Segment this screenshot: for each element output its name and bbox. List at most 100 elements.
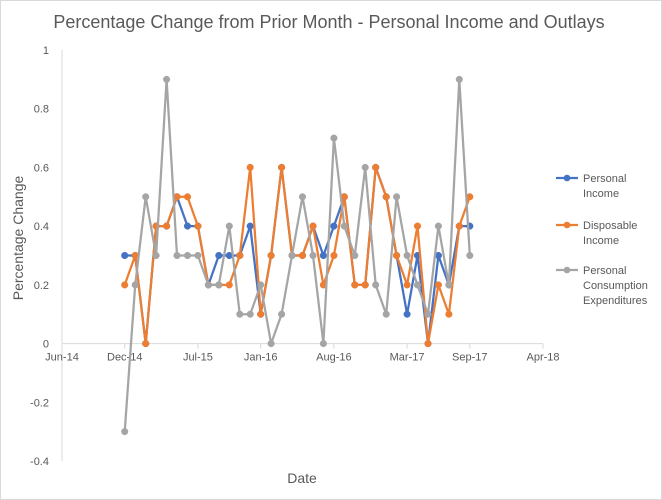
data-point bbox=[236, 310, 244, 318]
series-line bbox=[123, 166, 471, 345]
data-point bbox=[309, 251, 317, 260]
data-point bbox=[246, 310, 254, 318]
data-point bbox=[142, 193, 150, 201]
data-point bbox=[298, 193, 307, 201]
x-tick-label: Jun-14 bbox=[45, 352, 79, 364]
data-point bbox=[163, 222, 171, 230]
legend-swatch-marker bbox=[563, 266, 571, 274]
data-point bbox=[257, 281, 265, 289]
data-point bbox=[215, 281, 223, 289]
data-point bbox=[372, 163, 380, 171]
data-point bbox=[330, 222, 338, 230]
data-point bbox=[413, 222, 422, 230]
data-point bbox=[393, 193, 401, 201]
data-point bbox=[257, 310, 265, 318]
legend-label: Personal bbox=[583, 265, 626, 277]
data-point bbox=[183, 222, 192, 230]
data-point bbox=[319, 340, 327, 348]
x-tick-label: Jul-15 bbox=[183, 352, 213, 364]
data-point bbox=[183, 193, 192, 201]
y-axis-label: Percentage Change bbox=[10, 176, 26, 301]
data-point bbox=[382, 193, 390, 201]
data-point bbox=[434, 222, 442, 230]
data-point bbox=[382, 310, 390, 318]
chart-title: Percentage Change from Prior Month - Per… bbox=[53, 12, 604, 32]
legend-label: Personal bbox=[583, 173, 626, 185]
x-tick-label: Sep-17 bbox=[452, 352, 487, 364]
data-point bbox=[246, 222, 254, 230]
data-point bbox=[142, 340, 150, 348]
legend-item: Personal Consumption Expenditures bbox=[556, 265, 648, 307]
data-point bbox=[393, 251, 401, 260]
data-point bbox=[236, 251, 244, 260]
data-point bbox=[298, 251, 307, 260]
data-point bbox=[204, 281, 212, 289]
data-point bbox=[455, 222, 463, 230]
series-layer bbox=[121, 75, 474, 436]
x-tick-labels: Jun-14 Dec-14 Jul-15 Jan-16 Aug-16 Mar-17 Sep-… bbox=[45, 343, 560, 364]
legend: Personal Income Disposable Income Personal Co… bbox=[556, 173, 648, 307]
legend-swatch-marker bbox=[563, 174, 571, 182]
data-point bbox=[340, 222, 348, 230]
data-point bbox=[413, 281, 422, 289]
data-point bbox=[152, 251, 160, 260]
data-point bbox=[445, 281, 453, 289]
y-tick-label: 0.4 bbox=[34, 221, 49, 233]
data-point bbox=[403, 251, 411, 260]
series-3 bbox=[121, 75, 474, 436]
data-point bbox=[278, 163, 286, 171]
data-point bbox=[183, 251, 192, 260]
data-point bbox=[455, 75, 463, 83]
x-tick-label: Aug-16 bbox=[316, 352, 351, 364]
y-tick-label: -0.2 bbox=[30, 397, 49, 409]
data-point bbox=[173, 251, 181, 260]
data-point bbox=[215, 251, 223, 260]
data-point bbox=[445, 310, 453, 318]
legend-swatch-marker bbox=[563, 221, 571, 229]
y-tick-labels: 1 0.8 0.6 0.4 0.2 0 -0.2 -0.4 bbox=[30, 45, 49, 468]
data-point bbox=[319, 251, 327, 260]
data-point bbox=[424, 310, 432, 318]
legend-label: Consumption bbox=[583, 280, 648, 292]
series-line bbox=[123, 78, 471, 432]
data-point bbox=[330, 134, 338, 142]
data-point bbox=[163, 75, 171, 83]
data-point bbox=[424, 340, 432, 348]
legend-label: Income bbox=[583, 235, 619, 247]
y-tick-label: 1 bbox=[43, 45, 49, 57]
legend-item: Disposable Income bbox=[556, 220, 637, 247]
data-point bbox=[351, 281, 359, 289]
y-tick-label: 0 bbox=[43, 339, 49, 351]
data-point bbox=[434, 281, 442, 289]
data-point bbox=[225, 222, 233, 230]
legend-label: Expenditures bbox=[583, 295, 648, 307]
data-point bbox=[330, 251, 338, 260]
data-point bbox=[278, 310, 286, 318]
x-axis-label: Date bbox=[287, 470, 317, 486]
data-point bbox=[466, 251, 474, 260]
x-tick-label: Dec-14 bbox=[107, 352, 142, 364]
x-tick-label: Mar-17 bbox=[390, 352, 425, 364]
data-point bbox=[246, 163, 254, 171]
data-point bbox=[194, 222, 202, 230]
data-point bbox=[225, 281, 233, 289]
data-point bbox=[351, 251, 359, 260]
y-tick-label: -0.4 bbox=[30, 456, 49, 468]
legend-label: Disposable bbox=[583, 220, 637, 232]
data-point bbox=[267, 251, 275, 260]
data-point bbox=[288, 251, 296, 260]
data-point bbox=[361, 163, 369, 171]
data-point bbox=[309, 222, 317, 230]
legend-item: Personal Income bbox=[556, 173, 626, 200]
data-point bbox=[372, 281, 380, 289]
x-tick-label: Jan-16 bbox=[244, 352, 278, 364]
data-point bbox=[121, 428, 129, 436]
y-tick-label: 0.8 bbox=[34, 104, 49, 116]
x-tick-label: Apr-18 bbox=[526, 352, 559, 364]
data-point bbox=[361, 281, 369, 289]
data-point bbox=[267, 340, 275, 348]
data-point bbox=[121, 281, 129, 289]
data-point bbox=[121, 251, 129, 260]
